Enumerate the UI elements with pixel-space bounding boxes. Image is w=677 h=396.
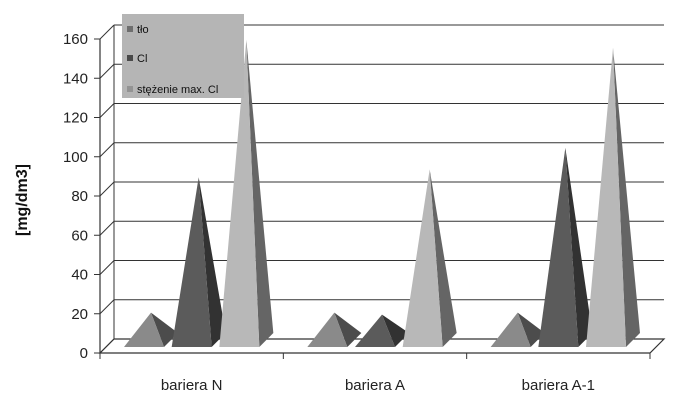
y-tick-label: 40 (71, 267, 88, 284)
gridline-side (99, 181, 115, 197)
pyramid-tło-bariera-A (307, 312, 362, 347)
data-marks (124, 39, 640, 347)
gridline-side (99, 142, 115, 158)
gridline-side (99, 220, 115, 236)
pyramid-side-face (246, 39, 274, 347)
pyramid-side-face (517, 312, 545, 347)
pyramid-front-face (490, 312, 531, 347)
pyramid-side-face (429, 169, 457, 347)
axes (94, 38, 651, 359)
y-tick-label: 140 (63, 70, 88, 87)
legend-swatch-tlo (127, 26, 133, 32)
pyramid-side-face (334, 312, 362, 347)
y-tick-label: 80 (71, 188, 88, 205)
pyramid-tło-bariera-N (124, 312, 178, 347)
pyramid-front-face (538, 147, 579, 347)
x-category-labels: bariera N bariera A bariera A-1 (161, 377, 595, 394)
pyramid-front-face (355, 314, 395, 347)
y-tick-label: 160 (63, 31, 88, 48)
pyramid-Cl-bariera-N (171, 177, 226, 347)
y-tick-labels: 0 20 40 60 80 100 120 140 160 (63, 31, 88, 362)
x-category-label: bariera A (345, 377, 405, 394)
pyramid-front-face (307, 312, 348, 347)
y-tick-label: 0 (80, 345, 88, 362)
legend-label-stezenie-max-cl: stężenie max. Cl (137, 84, 218, 96)
pyramid-side-face (151, 312, 178, 347)
pyramid-front-face (171, 177, 212, 347)
gridline-side (99, 103, 115, 118)
gridline-side (99, 24, 115, 40)
gridline-side (99, 299, 115, 315)
pyramid-front-face (402, 169, 443, 347)
legend: tło Cl stężenie max. Cl (122, 14, 244, 98)
pyramid-side-face (198, 177, 226, 347)
pyramid-front-face (124, 312, 164, 347)
legend-label-cl: Cl (137, 53, 147, 65)
pyramid-stężenie-max-Cl-bariera-A-1 (586, 47, 640, 347)
gridline-side (99, 260, 115, 275)
legend-swatch-cl (127, 55, 133, 61)
legend-background (122, 14, 244, 98)
y-tick-label: 60 (71, 227, 88, 244)
legend-swatch-stezenie-max-cl (127, 86, 133, 92)
pyramid-Cl-bariera-A (355, 314, 409, 347)
pyramid-front-face (219, 39, 260, 347)
y-axis-title: [mg/dm3] (14, 164, 31, 236)
legend-label-tlo: tło (137, 24, 149, 36)
x-category-label: bariera N (161, 377, 223, 394)
pyramid-front-face (586, 47, 626, 347)
y-tick-label: 100 (63, 149, 88, 166)
gridline-side (99, 63, 115, 79)
pyramid-side-face (613, 47, 640, 347)
pyramid-stężenie-max-Cl-bariera-N (219, 39, 274, 347)
pyramid-side-face (565, 147, 593, 347)
pyramid-side-face (382, 314, 409, 347)
pyramid-tło-bariera-A-1 (490, 312, 545, 347)
pyramid-stężenie-max-Cl-bariera-A (402, 169, 457, 347)
y-tick-label: 120 (63, 110, 88, 127)
y-tick-label: 20 (71, 306, 88, 323)
x-category-label: bariera A-1 (522, 377, 595, 394)
pyramid-Cl-bariera-A-1 (538, 147, 593, 347)
gridline-side (99, 338, 115, 354)
